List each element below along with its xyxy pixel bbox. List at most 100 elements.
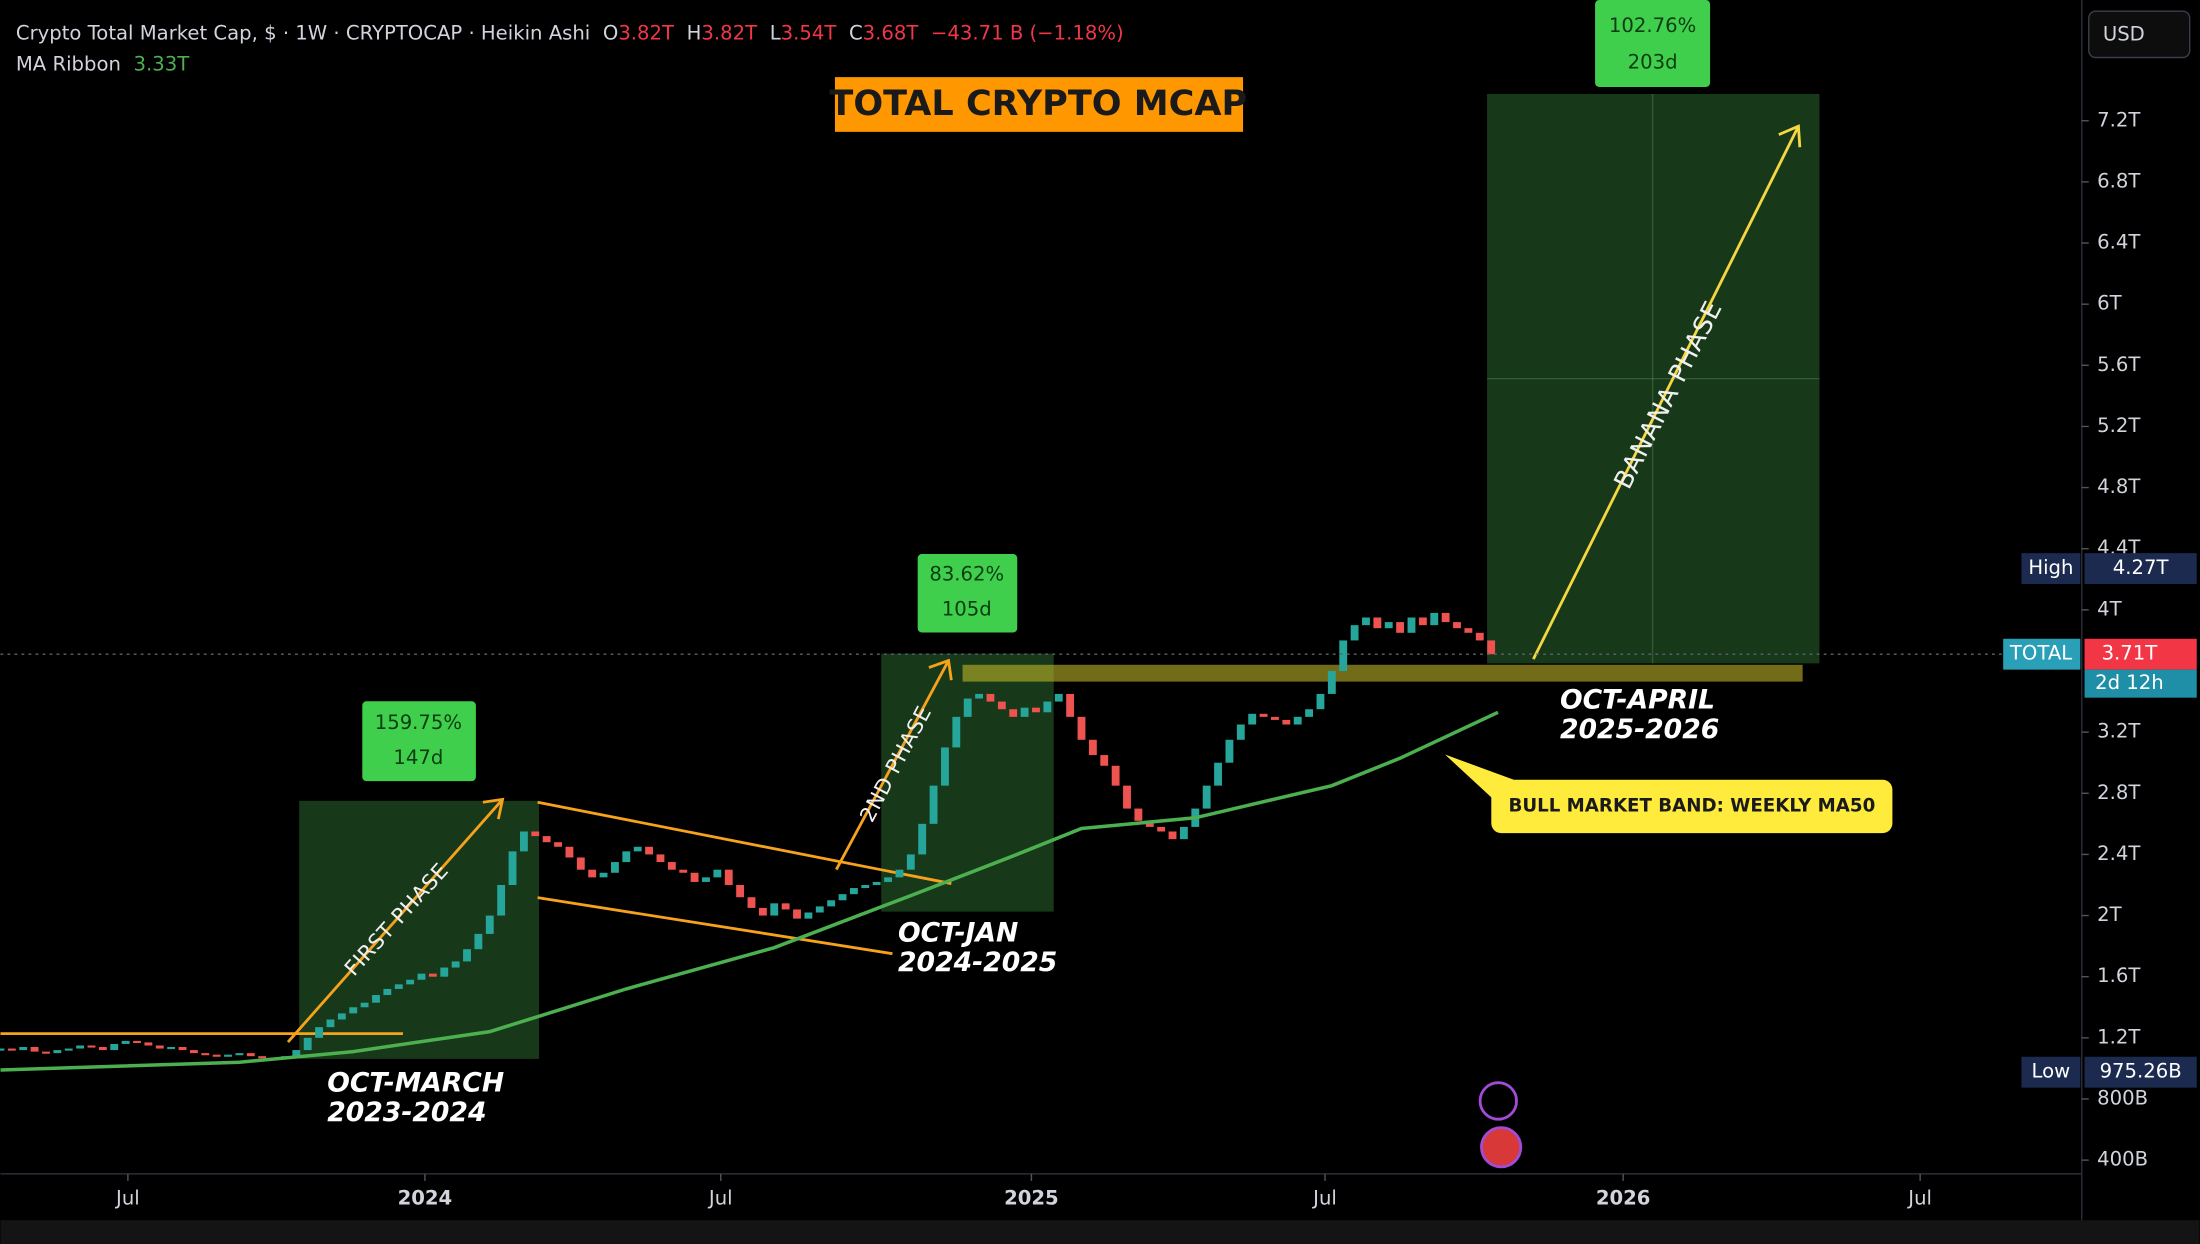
gain-box	[1595, 0, 1711, 87]
arrow-head	[482, 797, 505, 820]
price-label-value: 4.27T	[2113, 556, 2170, 579]
y-tick-label: 1.6T	[2097, 964, 2141, 987]
period-years: 2025-2026	[1560, 714, 1719, 745]
price-label-name-box	[2021, 553, 2081, 585]
current-name: TOTAL	[2009, 642, 2072, 665]
candle	[1123, 785, 1131, 809]
candle	[98, 1047, 107, 1051]
candle	[1487, 640, 1496, 655]
arrow	[1532, 125, 1800, 660]
candle	[87, 1045, 96, 1048]
y-tick-label: 2.8T	[2097, 781, 2141, 804]
candle	[1271, 716, 1279, 720]
candle	[1339, 640, 1348, 672]
candle	[895, 869, 904, 878]
ohlc-key: L	[770, 21, 781, 44]
candle	[1430, 612, 1439, 626]
candle	[963, 698, 972, 717]
y-tick-label: 3.2T	[2097, 720, 2141, 743]
candle	[133, 1040, 141, 1044]
candle	[1441, 612, 1450, 623]
candle	[1168, 831, 1177, 840]
duration-text: 105d	[942, 598, 992, 621]
candle	[1214, 762, 1222, 786]
candle	[1453, 622, 1461, 629]
y-tick-label: 400B	[2097, 1148, 2148, 1171]
candle	[542, 836, 551, 843]
candle	[178, 1047, 187, 1051]
candle	[1032, 707, 1040, 713]
candle	[1179, 826, 1188, 840]
candle	[929, 785, 938, 824]
support-band	[962, 664, 1803, 682]
y-tick-label: 6.8T	[2097, 169, 2141, 192]
channel-line	[537, 800, 952, 885]
candle	[1362, 617, 1370, 626]
candle	[201, 1053, 210, 1056]
candle	[679, 869, 688, 873]
candle	[804, 912, 813, 919]
candle	[793, 909, 801, 919]
candle	[144, 1042, 153, 1046]
candle	[519, 831, 528, 852]
title-box	[834, 77, 1244, 132]
candle	[611, 862, 619, 873]
currency-label[interactable]: USD	[2103, 23, 2145, 46]
ohlc-key: O	[603, 21, 618, 44]
candle	[736, 884, 745, 898]
event-icon[interactable]	[1478, 1081, 1518, 1121]
range-zone	[1487, 93, 1820, 664]
plot	[0, 612, 1499, 1072]
candle	[975, 693, 984, 699]
candle	[906, 854, 915, 870]
ohlc-value: 3.54T	[781, 21, 838, 44]
candle	[474, 933, 483, 950]
price-label-value: 975.26B	[2100, 1060, 2182, 1083]
candle	[1236, 724, 1245, 740]
ma-line	[0, 710, 1499, 1072]
candle	[884, 877, 892, 882]
candle	[702, 877, 710, 882]
event-icon[interactable]	[1480, 1126, 1523, 1169]
duration-text: 147d	[393, 746, 443, 769]
candle	[508, 851, 517, 885]
candle	[497, 884, 506, 916]
candle	[155, 1045, 164, 1049]
candle	[1305, 709, 1314, 717]
candle	[1100, 755, 1109, 766]
candle	[19, 1047, 28, 1051]
x-tick-label: Jul	[114, 1187, 140, 1210]
candle	[1088, 739, 1097, 756]
ohlc-value: 3.82T	[618, 21, 675, 44]
header-line: Crypto Total Market Cap, $ · 1W · CRYPTO…	[16, 21, 1124, 44]
y-tick-label: 4.8T	[2097, 475, 2141, 498]
currency-button[interactable]	[2088, 10, 2191, 59]
candle	[872, 881, 881, 885]
candle	[656, 854, 665, 863]
candle	[349, 1007, 358, 1014]
indicator-name: MA Ribbon	[16, 52, 121, 75]
candle	[1077, 716, 1086, 740]
current-value: 3.71T	[2102, 642, 2159, 665]
candle	[42, 1051, 50, 1054]
candle	[167, 1047, 176, 1050]
candle	[1373, 617, 1382, 629]
candle	[303, 1037, 312, 1051]
duration-text: 203d	[1628, 51, 1678, 74]
candle	[1384, 622, 1393, 629]
channel-line	[537, 896, 893, 956]
candle	[1475, 632, 1484, 641]
y-tick-label: 2T	[2097, 903, 2122, 926]
candle	[770, 903, 779, 916]
x-tick-label: Jul	[1906, 1187, 1932, 1210]
candle	[1293, 716, 1302, 725]
arrow-head	[1778, 124, 1802, 148]
candle	[838, 894, 847, 901]
period-label: OCT-JAN	[898, 918, 1018, 949]
y-tick-label: 6.4T	[2097, 231, 2141, 254]
candle	[861, 884, 870, 889]
candle	[1054, 693, 1063, 702]
